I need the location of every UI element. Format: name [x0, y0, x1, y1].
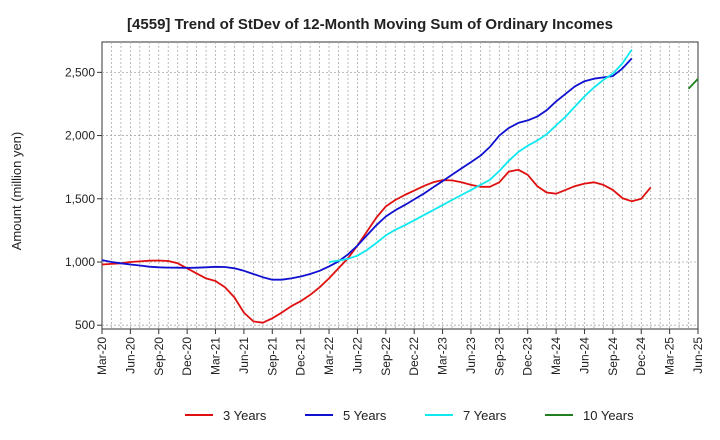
legend-label: 5 Years — [343, 408, 387, 423]
x-tick-label: Dec-23 — [521, 337, 535, 376]
y-tick-label: 2,500 — [65, 65, 95, 79]
grid — [102, 42, 698, 329]
x-tick-label: Sep-21 — [265, 337, 279, 376]
x-tick-label: Mar-25 — [663, 337, 677, 375]
legend-label: 3 Years — [223, 408, 267, 423]
x-axis-ticks: Mar-20 Jun-20 Sep-20 Dec-20 Mar-21 Jun-21 Sep-… — [95, 329, 705, 376]
x-tick-label: Jun-23 — [464, 337, 478, 374]
plot-area — [101, 41, 699, 330]
x-tick-label: Dec-20 — [180, 337, 194, 376]
series-line-5-years — [101, 57, 633, 281]
x-tick-label: Mar-21 — [209, 337, 223, 375]
x-tick-label: Dec-21 — [294, 337, 308, 376]
legend-label: 10 Years — [583, 408, 634, 423]
x-tick-label: Mar-24 — [549, 337, 563, 375]
y-tick-label: 1,000 — [65, 255, 95, 269]
x-tick-label: Jun-24 — [577, 337, 591, 374]
chart-title: [4559] Trend of StDev of 12-Month Moving… — [127, 16, 613, 33]
x-tick-label: Jun-25 — [691, 337, 705, 374]
x-tick-label: Mar-23 — [436, 337, 450, 375]
x-tick-label: Sep-22 — [379, 337, 393, 376]
x-tick-label: Sep-23 — [492, 337, 506, 376]
legend-label: 7 Years — [463, 408, 507, 423]
x-tick-label: Jun-21 — [237, 337, 251, 374]
y-axis-label: Amount (million yen) — [9, 132, 24, 251]
x-tick-label: Sep-24 — [606, 337, 620, 376]
x-tick-label: Dec-24 — [634, 337, 648, 376]
y-tick-label: 2,000 — [65, 129, 95, 143]
series-layer — [101, 49, 699, 324]
x-tick-label: Mar-20 — [95, 337, 109, 375]
x-tick-label: Mar-22 — [322, 337, 336, 375]
series-line-3-years — [101, 168, 652, 324]
y-tick-label: 500 — [75, 318, 95, 332]
x-tick-label: Jun-20 — [123, 337, 137, 374]
y-tick-label: 1,500 — [65, 192, 95, 206]
series-line-7-years — [328, 49, 633, 263]
series-line-10-years — [687, 78, 699, 90]
x-tick-label: Sep-20 — [152, 337, 166, 376]
x-tick-label: Jun-22 — [350, 337, 364, 374]
y-axis-ticks: 500 1,000 1,500 2,000 2,500 — [65, 65, 102, 332]
legend: 3 Years 5 Years 7 Years 10 Years — [185, 408, 634, 423]
x-tick-label: Dec-22 — [407, 337, 421, 376]
